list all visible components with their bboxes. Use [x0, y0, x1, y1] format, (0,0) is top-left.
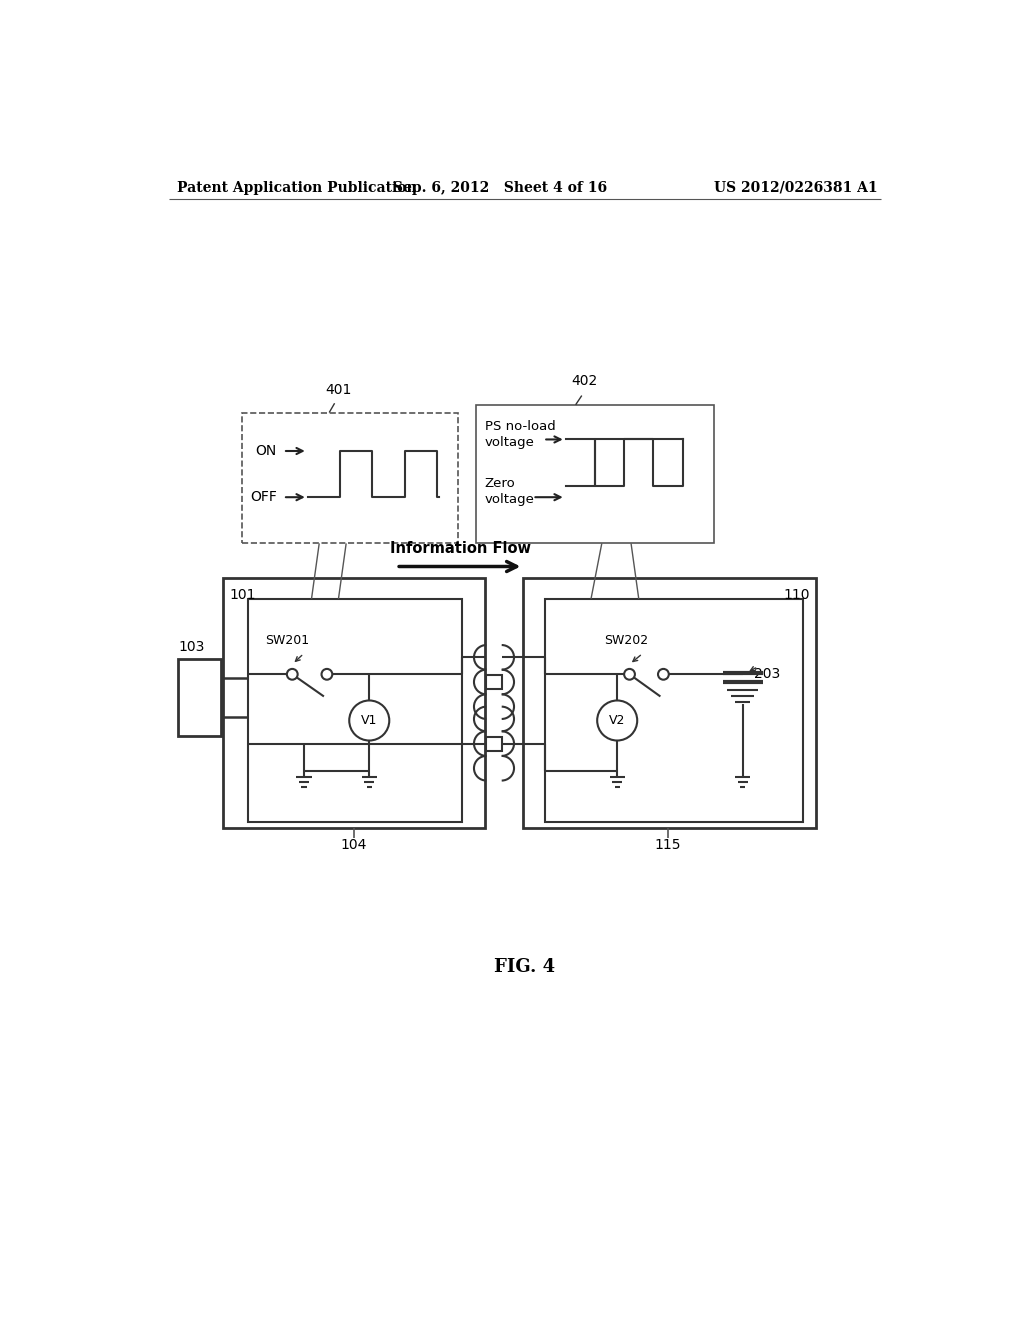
Text: V1: V1 — [361, 714, 378, 727]
Text: OFF: OFF — [250, 490, 276, 504]
Bar — [523, 578, 816, 829]
Text: 101: 101 — [229, 589, 256, 602]
Bar — [485, 737, 503, 751]
Text: Sep. 6, 2012   Sheet 4 of 16: Sep. 6, 2012 Sheet 4 of 16 — [393, 181, 607, 194]
Bar — [475, 405, 714, 544]
Text: 402: 402 — [571, 374, 598, 388]
Text: 103: 103 — [178, 639, 205, 653]
Circle shape — [597, 701, 637, 741]
Circle shape — [625, 669, 635, 680]
Text: ON: ON — [255, 444, 276, 458]
Text: Information Flow: Information Flow — [389, 541, 530, 556]
Bar — [243, 413, 458, 544]
Text: Patent Application Publication: Patent Application Publication — [177, 181, 417, 194]
Text: SW202: SW202 — [604, 635, 648, 647]
Circle shape — [658, 669, 669, 680]
Text: 115: 115 — [654, 838, 681, 851]
Bar — [178, 659, 220, 737]
Circle shape — [349, 701, 389, 741]
Text: 401: 401 — [326, 383, 351, 397]
Text: Zero
voltage: Zero voltage — [484, 477, 535, 506]
Text: FIG. 4: FIG. 4 — [495, 958, 555, 975]
Text: PS no-load
voltage: PS no-load voltage — [484, 420, 555, 449]
Text: 203: 203 — [755, 667, 780, 681]
Bar — [485, 675, 503, 689]
Text: SW201: SW201 — [265, 635, 309, 647]
Circle shape — [287, 669, 298, 680]
Bar — [248, 599, 462, 822]
Text: V2: V2 — [609, 714, 626, 727]
Circle shape — [322, 669, 333, 680]
Bar — [223, 578, 484, 829]
Text: 104: 104 — [341, 838, 367, 851]
Bar — [545, 599, 803, 822]
Text: 110: 110 — [783, 589, 810, 602]
Text: US 2012/0226381 A1: US 2012/0226381 A1 — [714, 181, 878, 194]
